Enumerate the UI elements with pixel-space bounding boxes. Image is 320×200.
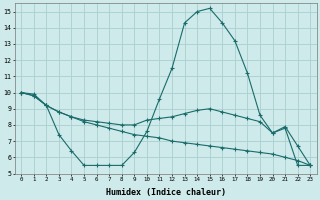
X-axis label: Humidex (Indice chaleur): Humidex (Indice chaleur) xyxy=(106,188,226,197)
